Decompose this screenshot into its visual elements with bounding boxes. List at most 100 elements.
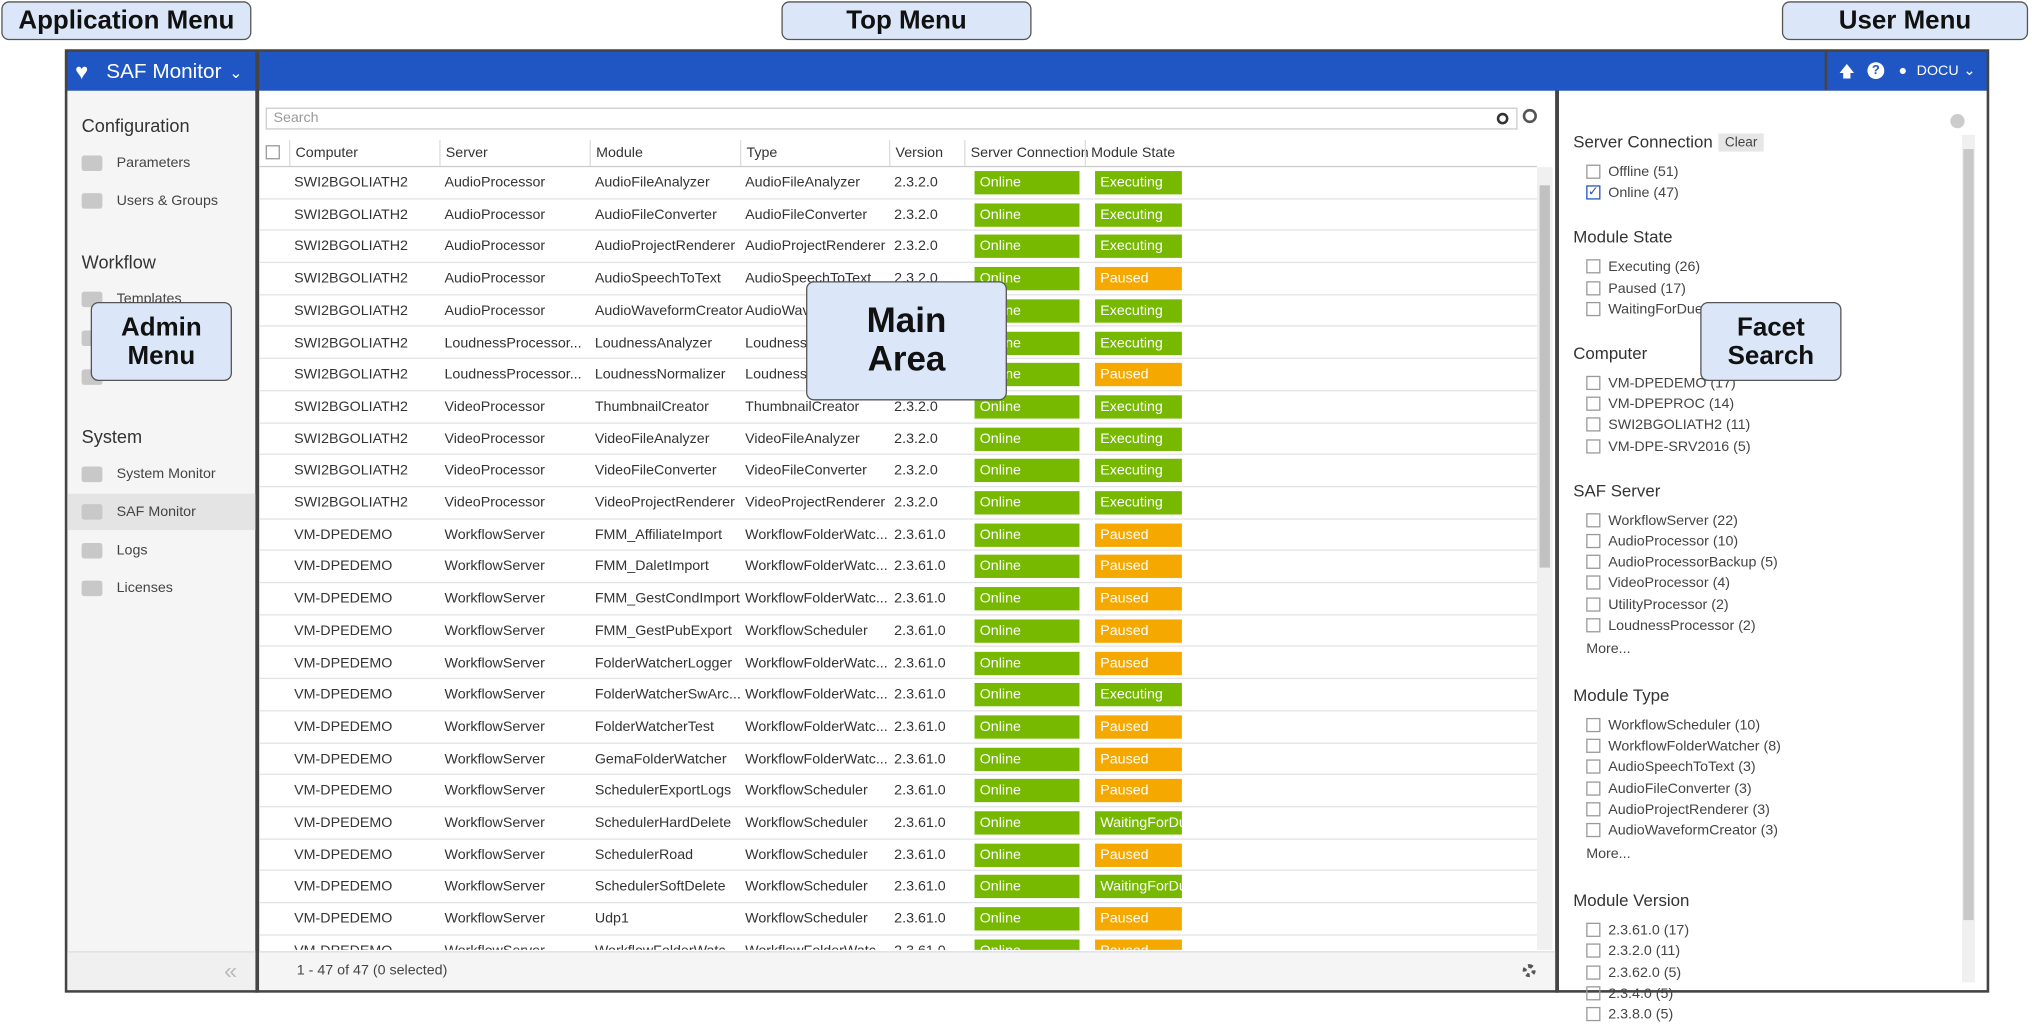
facet-option[interactable]: Executing (26)	[1586, 257, 1949, 278]
checkbox	[1586, 780, 1601, 796]
facet-option[interactable]: 2.3.62.0 (5)	[1586, 962, 1949, 983]
facet-option[interactable]: 2.3.61.0 (17)	[1586, 920, 1949, 941]
table-row[interactable]: VM-DPEDEMO WorkflowServer Udp1 WorkflowSche…	[259, 903, 1537, 936]
scrollbar-thumb[interactable]	[1539, 185, 1550, 568]
clear-button[interactable]: Clear	[1718, 133, 1764, 152]
facet-option[interactable]: AudioProcessor (10)	[1586, 531, 1949, 552]
search-box[interactable]: Search	[265, 107, 1518, 130]
table-row[interactable]: VM-DPEDEMO WorkflowServer FolderWatcherTes…	[259, 711, 1537, 744]
column-header[interactable]: Type	[739, 139, 888, 166]
facet-option[interactable]: ✓ Online (47)	[1586, 183, 1949, 204]
table-cell: 2.3.2.0	[894, 431, 938, 447]
table-row[interactable]: VM-DPEDEMO WorkflowServer FolderWatcherLog…	[259, 647, 1537, 680]
table-row[interactable]: VM-DPEDEMO WorkflowServer FMM_GestPubExpor…	[259, 615, 1537, 648]
menu-item[interactable]: SAF Monitor	[67, 494, 256, 531]
table-row[interactable]: VM-DPEDEMO WorkflowServer GemaFolderWatche…	[259, 743, 1537, 776]
table-row[interactable]: VM-DPEDEMO WorkflowServer FMM_DaletImport W…	[259, 551, 1537, 584]
menu-icon	[81, 466, 103, 483]
facet-option-label: 2.3.2.0 (11)	[1608, 943, 1681, 960]
checkbox	[1586, 301, 1601, 316]
table-row[interactable]: VM-DPEDEMO WorkflowServer FMM_AffiliateImp…	[259, 519, 1537, 552]
table-cell: WorkflowServer	[444, 655, 545, 671]
column-header[interactable]: Server	[439, 139, 584, 166]
facet-search: Server Connection Clear Offline (51) ✓ Onlin…	[1558, 90, 1987, 1022]
facet-option[interactable]: LoudnessProcessor (2)	[1586, 615, 1949, 636]
table-row[interactable]: VM-DPEDEMO WorkflowServer SchedulerSoftDel…	[259, 871, 1537, 904]
table-cell: VM-DPEDEMO	[294, 719, 393, 735]
help-button[interactable]: ?	[1867, 62, 1885, 80]
collapse-button[interactable]: «	[67, 951, 256, 991]
menu-item[interactable]: Logs	[67, 532, 255, 568]
table-row[interactable]: SWI2BGOLIATH2 AudioProcessor AudioProjectR…	[259, 231, 1537, 264]
more-link[interactable]: More...	[1586, 641, 1631, 658]
menu-item[interactable]: Parameters	[67, 145, 255, 181]
table-row[interactable]: VM-DPEDEMO WorkflowServer WorkflowFolderWa…	[259, 935, 1537, 950]
facet-option[interactable]: AudioSpeechToText (3)	[1586, 757, 1949, 778]
table-cell: WorkflowScheduler	[745, 623, 868, 639]
facet-option[interactable]: 2.3.2.0 (11)	[1586, 941, 1949, 962]
menu-item[interactable]: Licenses	[67, 570, 255, 606]
facet-option[interactable]: 2.3.4.0 (5)	[1586, 983, 1949, 1004]
table-cell: 2.3.61.0	[894, 687, 946, 703]
facet-option[interactable]: 2.3.8.0 (5)	[1586, 1004, 1949, 1025]
select-all-checkbox[interactable]	[265, 145, 280, 160]
upload-button[interactable]: 🡅	[1838, 62, 1855, 81]
table-cell: SWI2BGOLIATH2	[294, 495, 408, 511]
facet-option[interactable]: Offline (51)	[1586, 162, 1949, 183]
status-badge: Online	[974, 651, 1080, 675]
table-row[interactable]: SWI2BGOLIATH2 VideoProcessor VideoFileAnal…	[259, 423, 1537, 456]
settings-button[interactable]	[1522, 964, 1536, 978]
facet-option[interactable]: AudioProcessorBackup (5)	[1586, 552, 1949, 573]
column-header[interactable]: Version	[889, 139, 963, 166]
facet-option[interactable]: VideoProcessor (4)	[1586, 573, 1949, 594]
table-cell: 2.3.61.0	[894, 751, 946, 767]
facet-option[interactable]: VM-DPE-SRV2016 (5)	[1586, 436, 1949, 457]
table-row[interactable]: VM-DPEDEMO WorkflowServer SchedulerHardDel…	[259, 807, 1537, 840]
refresh-button[interactable]	[1522, 108, 1537, 124]
table-cell: AudioProcessor	[444, 206, 546, 223]
table-cell: 2.3.61.0	[894, 815, 946, 831]
column-header[interactable]: Computer	[288, 139, 434, 166]
facet-option[interactable]: SWI2BGOLIATH2 (11)	[1586, 415, 1949, 436]
more-link[interactable]: More...	[1586, 846, 1631, 863]
facet-option[interactable]: WorkflowScheduler (10)	[1586, 715, 1949, 736]
close-button[interactable]	[1950, 114, 1965, 129]
table-row[interactable]: VM-DPEDEMO WorkflowServer FolderWatcherSwA…	[259, 679, 1537, 712]
table-cell: SWI2BGOLIATH2	[294, 206, 408, 223]
table-row[interactable]: SWI2BGOLIATH2 AudioProcessor AudioFileConv…	[259, 199, 1537, 232]
table-cell: VideoProcessor	[444, 399, 545, 415]
table-row[interactable]: VM-DPEDEMO WorkflowServer SchedulerExportL…	[259, 775, 1537, 808]
status-badge: Executing	[1095, 395, 1182, 419]
menu-item[interactable]: Users & Groups	[67, 183, 255, 219]
facet-option[interactable]: AudioFileConverter (3)	[1586, 778, 1949, 799]
table-row[interactable]: SWI2BGOLIATH2 AudioProcessor AudioFileAnal…	[259, 167, 1537, 200]
table-row[interactable]: SWI2BGOLIATH2 VideoProcessor VideoProjectR…	[259, 487, 1537, 520]
user-menu-button[interactable]: ● DOCU ⌄	[1899, 60, 1982, 83]
facet-option-label: SWI2BGOLIATH2 (11)	[1608, 417, 1751, 434]
status-badge: Paused	[1095, 939, 1182, 950]
status-badge: Paused	[1095, 843, 1182, 867]
checkbox	[1586, 396, 1601, 412]
facet-option[interactable]: AudioProjectRenderer (3)	[1586, 799, 1949, 820]
facet-option[interactable]: AudioWaveformCreator (3)	[1586, 820, 1949, 841]
checkbox	[1586, 964, 1601, 980]
column-header[interactable]: Server Connection	[964, 139, 1089, 166]
app-menu-button[interactable]: ♥ SAF Monitor ⌄	[73, 57, 254, 88]
column-header[interactable]: Module State	[1084, 139, 1185, 166]
facet-option[interactable]: UtilityProcessor (2)	[1586, 594, 1949, 615]
column-header[interactable]: Module	[589, 139, 740, 166]
scrollbar-thumb[interactable]	[1963, 149, 1974, 921]
table-row[interactable]: SWI2BGOLIATH2 VideoProcessor VideoFileConv…	[259, 455, 1537, 488]
facet-option[interactable]: Paused (17)	[1586, 278, 1949, 299]
facet-option[interactable]: WaitingForDue (4)	[1586, 299, 1949, 320]
facet-option-label: 2.3.4.0 (5)	[1608, 985, 1674, 1002]
facet-option[interactable]: WorkflowServer (22)	[1586, 510, 1949, 531]
checkbox	[1586, 533, 1601, 549]
table-row[interactable]: VM-DPEDEMO WorkflowServer FMM_GestCondImpo…	[259, 583, 1537, 616]
facet-option[interactable]: VM-DPEPROC (14)	[1586, 394, 1949, 415]
facet-option[interactable]: WorkflowFolderWatcher (8)	[1586, 736, 1949, 757]
menu-item[interactable]: System Monitor	[67, 456, 255, 492]
table-row[interactable]: VM-DPEDEMO WorkflowServer SchedulerRoad Wor…	[259, 839, 1537, 872]
menu-icon	[81, 504, 103, 521]
table-row[interactable]: SWI2BGOLIATH2 VideoProcessor ThumbnailCrea…	[259, 391, 1537, 424]
